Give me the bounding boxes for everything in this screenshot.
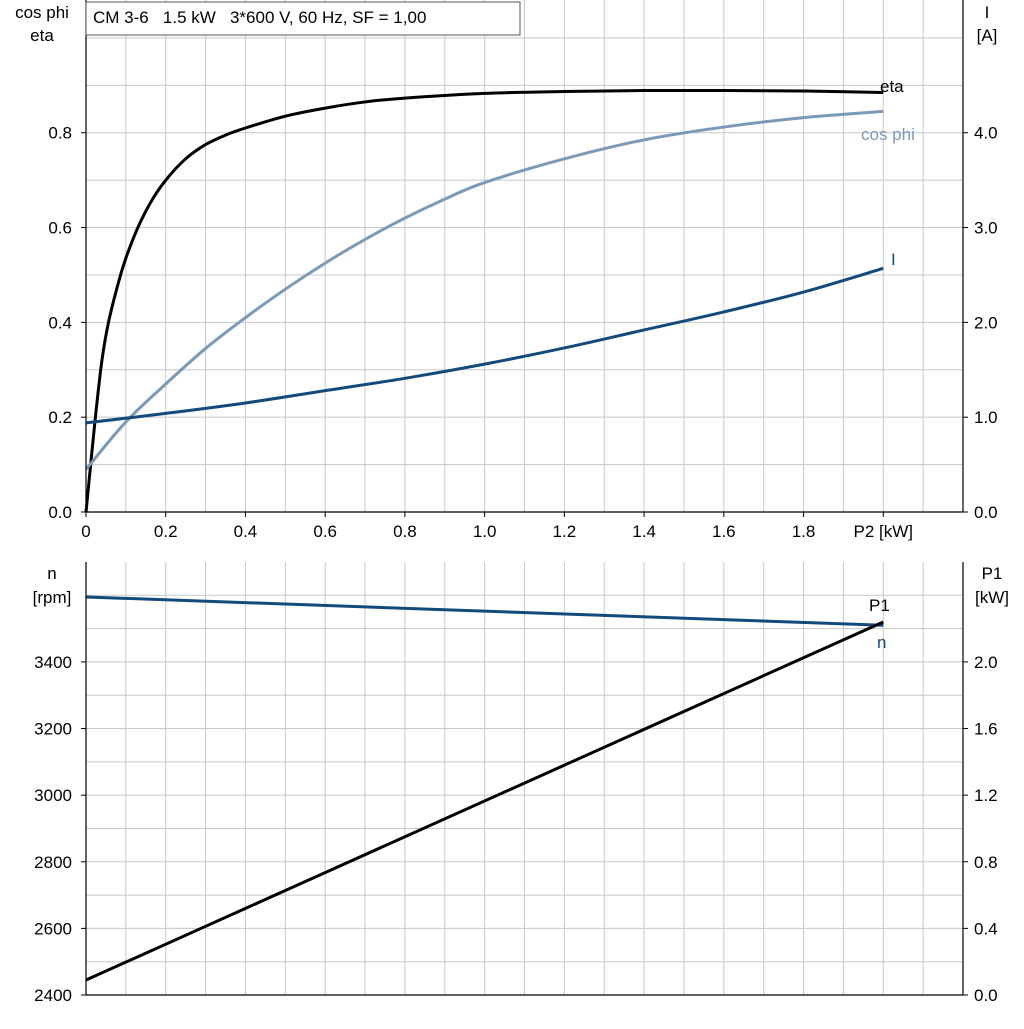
series-label-eta: eta: [880, 77, 904, 96]
y-left-tick-label: 0.0: [48, 503, 72, 522]
y-left-tick-label: 2400: [34, 986, 72, 1005]
series-label-current: I: [891, 250, 896, 269]
x-tick-label: 1.8: [792, 522, 816, 541]
y-right-tick-label: 4.0: [974, 124, 998, 143]
series-line-p1: [85, 620, 884, 982]
x-tick-label: 1.4: [632, 522, 656, 541]
series-line-eta: [84, 88, 884, 513]
x-tick-label: 1.6: [712, 522, 736, 541]
y-left-tick-label: 2600: [34, 919, 72, 938]
y-right-tick-label: 3.0: [974, 219, 998, 238]
y-right-tick-label: 0.8: [974, 853, 998, 872]
x-tick-label: 0: [81, 522, 90, 541]
series-label-speed: n: [877, 633, 886, 652]
x-tick-label: 0.8: [393, 522, 417, 541]
series-label-cos-phi: cos phi: [861, 125, 915, 144]
y-left-tick-label: 0.2: [48, 408, 72, 427]
y-left-tick-label: 2800: [34, 853, 72, 872]
bottom-right-axis-title-line1: P1: [982, 564, 1003, 583]
bottom-panel-labels: 2400 2600 2800 3000 3200 3400 0.0 0.4 0.8 1.2 1.6 2…: [34, 653, 997, 1005]
x-tick-label: 0.2: [154, 522, 178, 541]
top-right-axis-title-line2: [A]: [977, 26, 998, 45]
bottom-left-axis-title-line2: [rpm]: [33, 588, 72, 607]
top-right-axis-title-line1: I: [985, 3, 990, 22]
y-right-tick-label: 1.0: [974, 408, 998, 427]
series-label-p1: P1: [869, 596, 890, 615]
top-panel-labels: 0 0.2 0.4 0.6 0.8 1.0 1.2 1.4 1.6 1.8 P2 [kW] 0.0 0.…: [48, 124, 997, 541]
y-right-tick-label: 1.6: [974, 720, 998, 739]
y-left-tick-label: 3400: [34, 653, 72, 672]
y-left-tick-label: 3200: [34, 720, 72, 739]
top-panel-series: [84, 88, 884, 513]
y-left-tick-label: 0.8: [48, 124, 72, 143]
y-right-tick-label: 2.0: [974, 313, 998, 332]
top-left-axis-title-line2: eta: [30, 26, 54, 45]
y-left-tick-label: 0.6: [48, 219, 72, 238]
top-panel-axes: [81, 0, 968, 517]
top-left-axis-title-line1: cos phi: [15, 3, 69, 22]
x-tick-label: 0.6: [313, 522, 337, 541]
bottom-panel-grid: [86, 562, 963, 995]
series-line-i: [85, 266, 884, 425]
y-right-tick-label: 0.0: [974, 503, 998, 522]
top-panel-grid: [86, 0, 963, 512]
chart-title-box: [85, 1, 521, 36]
x-tick-label: P2 [kW]: [854, 522, 914, 541]
bottom-panel-series: [85, 595, 884, 982]
x-tick-label: 1.0: [473, 522, 497, 541]
bottom-panel-axes: [81, 562, 968, 996]
x-tick-label: 0.4: [234, 522, 258, 541]
chart-title: CM 3-6 1.5 kW 3*600 V, 60 Hz, SF = 1,00: [93, 8, 426, 27]
y-left-tick-label: 3000: [34, 786, 72, 805]
y-left-tick-label: 0.4: [48, 313, 72, 332]
y-right-tick-label: 0.4: [974, 919, 998, 938]
series-line-cos-phi: [84, 109, 884, 471]
bottom-left-axis-title-line1: n: [47, 564, 56, 583]
y-right-tick-label: 0.0: [974, 986, 998, 1005]
x-tick-label: 1.2: [553, 522, 577, 541]
y-right-tick-label: 2.0: [974, 653, 998, 672]
series-line-n: [85, 595, 884, 627]
bottom-right-axis-title-line2: [kW]: [975, 588, 1009, 607]
y-right-tick-label: 1.2: [974, 786, 998, 805]
